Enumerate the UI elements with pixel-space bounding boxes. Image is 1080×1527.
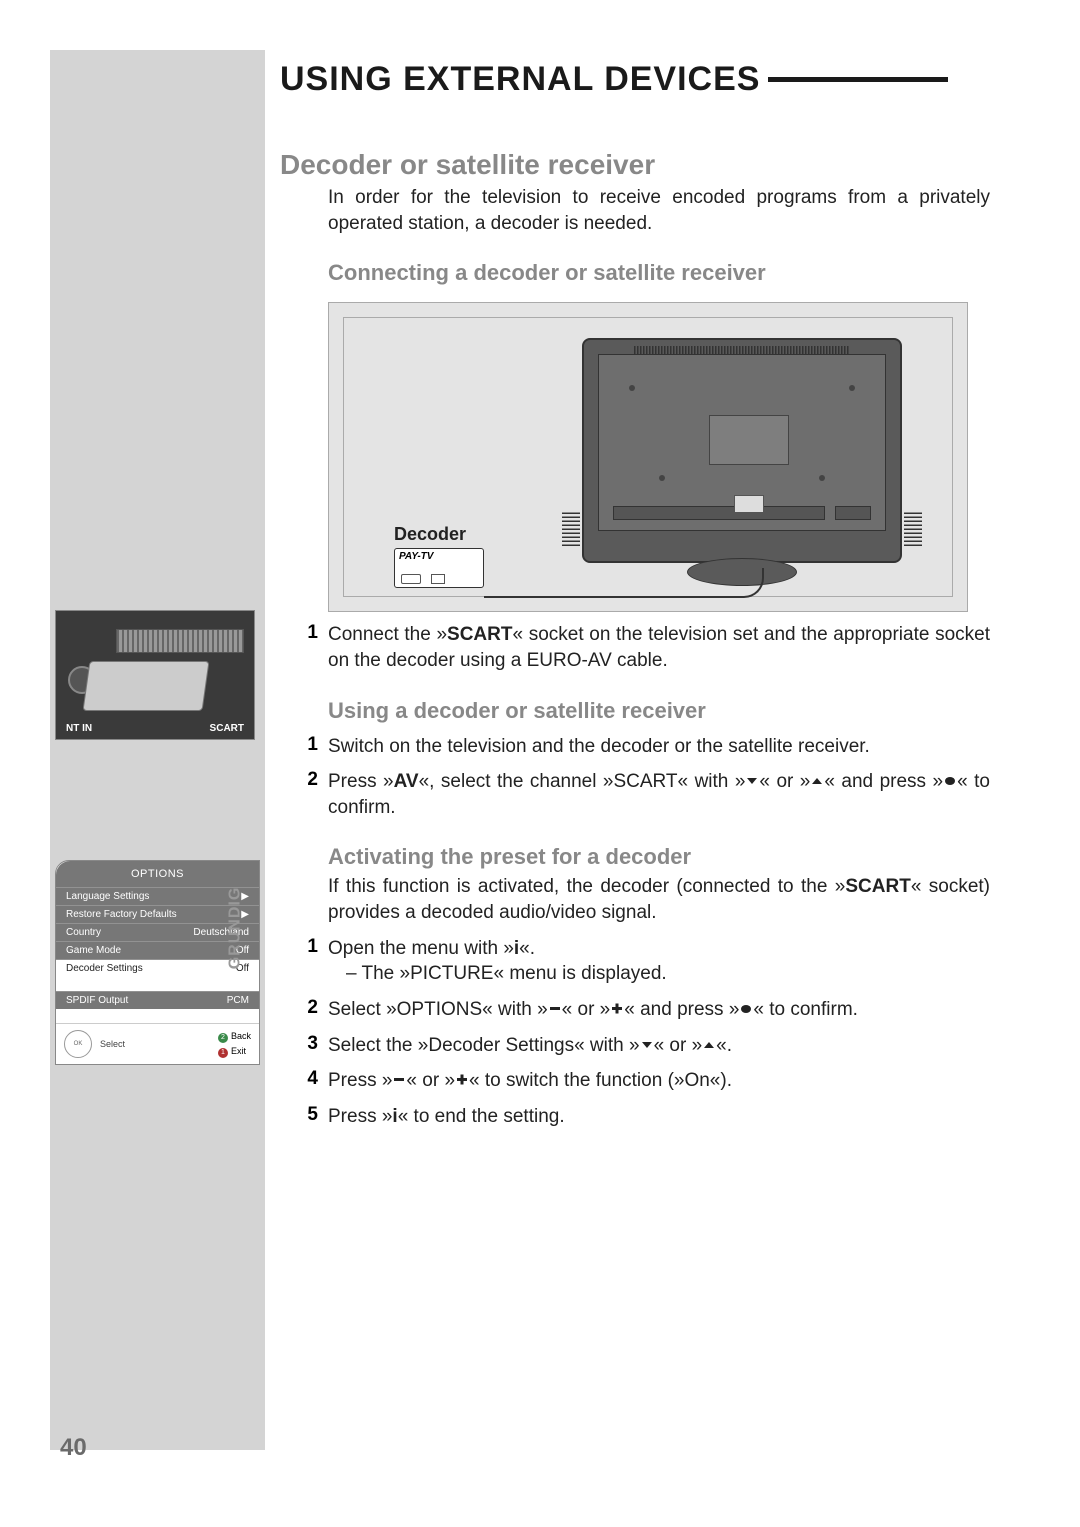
scart-label-right: SCART bbox=[210, 723, 244, 734]
scart-label-left: NT IN bbox=[66, 723, 92, 734]
decoder-label: Decoder bbox=[394, 524, 466, 545]
up-icon bbox=[810, 775, 824, 787]
ok-dot-icon bbox=[943, 775, 957, 787]
green-dot-icon: 2 bbox=[218, 1033, 228, 1043]
nav-pad-icon bbox=[64, 1030, 92, 1058]
osd-select-label: Select bbox=[100, 1039, 210, 1049]
osd-row-spdif: SPDIF Output PCM bbox=[56, 991, 259, 1009]
up-icon bbox=[702, 1039, 716, 1051]
page-number: 40 bbox=[60, 1434, 87, 1462]
activating-step-5: 5 Press »i« to end the setting. bbox=[298, 1104, 990, 1130]
using-step-2: 2 Press »AV«, select the channel »SCART«… bbox=[298, 769, 990, 820]
minus-icon bbox=[392, 1075, 406, 1085]
activating-intro: If this function is activated, the decod… bbox=[328, 874, 990, 925]
osd-spdif-label: SPDIF Output bbox=[66, 995, 128, 1006]
osd-title: OPTIONS bbox=[56, 861, 259, 887]
subheading-connecting: Connecting a decoder or satellite receiv… bbox=[328, 260, 990, 286]
using-step-1: 1 Switch on the television and the decod… bbox=[298, 734, 990, 760]
minus-icon bbox=[548, 1004, 562, 1014]
down-icon bbox=[640, 1039, 654, 1051]
activating-step-2: 2 Select »OPTIONS« with »« or »« and pre… bbox=[298, 997, 990, 1023]
subheading-using: Using a decoder or satellite receiver bbox=[328, 698, 990, 724]
plus-icon bbox=[610, 1002, 624, 1016]
section-heading: Decoder or satellite receiver bbox=[280, 149, 990, 181]
scart-port-illustration: NT IN SCART bbox=[55, 610, 255, 740]
osd-exit: 1Exit bbox=[218, 1046, 251, 1058]
activating-step-3: 3 Select the »Decoder Settings« with »« … bbox=[298, 1033, 990, 1059]
osd-row-label: Game Mode bbox=[66, 945, 121, 956]
osd-row-label: Language Settings bbox=[66, 891, 149, 902]
osd-back: 2Back bbox=[218, 1031, 251, 1043]
osd-spdif-value: PCM bbox=[227, 995, 249, 1006]
connecting-step-1: 1 Connect the »SCART« socket on the tele… bbox=[298, 622, 990, 673]
osd-menu: GRUNDIG OPTIONS Language Settings▶Restor… bbox=[55, 860, 260, 1065]
intro-text: In order for the television to receive e… bbox=[328, 185, 990, 236]
sidebar-column bbox=[50, 50, 265, 1450]
activating-step-1: 1 Open the menu with »i«. – The »PICTURE… bbox=[298, 936, 990, 987]
red-dot-icon: 1 bbox=[218, 1048, 228, 1058]
activating-step-4: 4 Press »« or »« to switch the function … bbox=[298, 1068, 990, 1094]
plus-icon bbox=[455, 1073, 469, 1087]
ok-dot-icon bbox=[739, 1003, 753, 1015]
down-icon bbox=[745, 775, 759, 787]
osd-row-label: Decoder Settings bbox=[66, 963, 143, 974]
osd-row-label: Restore Factory Defaults bbox=[66, 909, 177, 920]
subheading-activating: Activating the preset for a decoder bbox=[328, 844, 990, 870]
connection-diagram: Decoder PAY-TV bbox=[328, 302, 968, 612]
osd-footer: Select 2Back 1Exit bbox=[56, 1023, 259, 1064]
brand-label: GRUNDIG bbox=[227, 887, 245, 970]
page-title: USING EXTERNAL DEVICES bbox=[280, 60, 990, 99]
tv-illustration bbox=[582, 338, 902, 563]
paytv-box: PAY-TV bbox=[394, 548, 484, 588]
osd-row-label: Country bbox=[66, 927, 101, 938]
